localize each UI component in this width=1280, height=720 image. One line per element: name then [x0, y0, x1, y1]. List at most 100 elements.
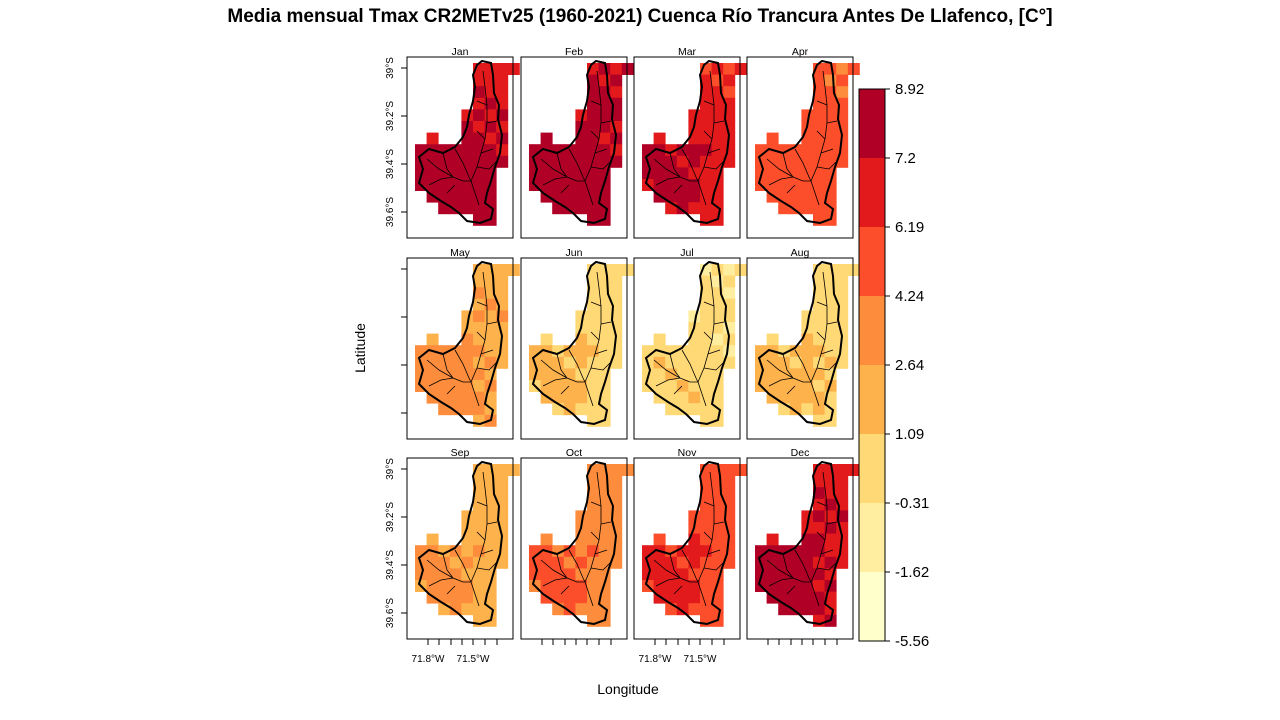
grid-cell — [540, 356, 553, 369]
grid-cell — [676, 580, 689, 592]
river-line — [697, 381, 707, 407]
river-line — [707, 549, 721, 555]
grid-cell — [461, 190, 474, 203]
grid-cell — [813, 368, 825, 381]
basin-outline — [531, 260, 618, 426]
y-tick-label: 39°S — [385, 458, 396, 480]
legend-break-label: -0.31 — [895, 495, 929, 512]
river-line — [584, 180, 594, 206]
grid-cell — [473, 475, 485, 488]
grid-cell — [665, 591, 678, 604]
grid-cell — [484, 109, 497, 122]
grid-cell — [789, 179, 802, 191]
grid-cell — [836, 63, 849, 75]
grid-cell — [449, 202, 462, 215]
grid-cell — [778, 580, 791, 592]
grid-cell — [461, 356, 474, 369]
grid-cell — [700, 568, 712, 581]
grid-cell — [700, 591, 712, 604]
river-line — [590, 100, 602, 106]
grid-cell — [496, 487, 509, 500]
river-line — [590, 501, 602, 507]
grid-cell — [473, 275, 485, 288]
grid-cell — [688, 202, 701, 215]
grid-cell — [653, 155, 666, 168]
grid-cell — [836, 74, 849, 87]
grid-cell — [540, 368, 553, 381]
river-line — [703, 301, 715, 307]
grid-cell — [473, 202, 485, 215]
panel-title: Jun — [566, 247, 583, 259]
grid-cell — [813, 487, 825, 500]
panel-jun: Jun — [520, 247, 634, 440]
grid-cell — [587, 322, 599, 334]
grid-cell — [789, 190, 802, 203]
grid-cell — [813, 167, 825, 180]
panel-jul: Jul — [633, 247, 747, 440]
x-tick-label: 71.5°W — [457, 654, 490, 665]
grid-cell — [563, 380, 576, 392]
grid-cell — [813, 179, 825, 191]
grid-cell — [700, 368, 712, 381]
grid-cell — [587, 356, 599, 369]
x-tick-label: 71.8°W — [412, 654, 445, 665]
grid-cell — [563, 403, 576, 416]
grid-cell — [621, 464, 634, 476]
river-line — [590, 130, 600, 140]
grid-cell — [461, 380, 474, 392]
panel-title: Mar — [678, 46, 697, 58]
grid-cell — [496, 287, 509, 300]
grid-cell — [723, 86, 736, 99]
grid-cell — [801, 591, 814, 604]
grid-cell — [610, 264, 623, 276]
grid-cell — [610, 74, 623, 87]
grid-cell — [700, 380, 712, 392]
grid-cell — [610, 63, 623, 75]
river-line — [782, 353, 794, 379]
river-line — [480, 549, 494, 555]
legend-break-label: 2.64 — [895, 357, 924, 374]
grid-cell — [473, 97, 485, 110]
grid-cell — [676, 603, 689, 616]
grid-cell — [688, 391, 701, 404]
river-line — [470, 381, 480, 407]
river-line — [568, 148, 586, 182]
grid-cell — [598, 533, 611, 546]
grid-cell — [813, 190, 825, 203]
river-line — [669, 353, 681, 379]
river-line — [782, 152, 794, 178]
panel-title: Jul — [680, 247, 693, 259]
river-line — [446, 184, 456, 194]
panel-title: Dec — [791, 447, 810, 459]
grid-cell — [653, 368, 666, 381]
river-line — [810, 271, 828, 383]
river-line — [820, 549, 834, 555]
grid-cell — [836, 356, 849, 369]
grid-cell — [700, 545, 712, 558]
grid-cell — [426, 356, 439, 369]
river-line — [590, 301, 602, 307]
grid-cell — [836, 275, 849, 288]
grid-cell — [789, 380, 802, 392]
grid-cell — [723, 487, 736, 500]
river-line — [703, 501, 715, 507]
grid-cell — [801, 380, 814, 392]
grid-cell — [700, 356, 712, 369]
grid-cell — [473, 86, 485, 99]
grid-cell — [813, 475, 825, 488]
grid-cell — [610, 556, 623, 569]
grid-cell — [575, 580, 588, 592]
river-line — [703, 130, 713, 140]
river-line — [590, 561, 612, 571]
grid-cell — [813, 403, 825, 416]
river-line — [810, 381, 820, 407]
grid-cell — [473, 356, 485, 369]
river-line — [470, 581, 480, 607]
grid-cell — [700, 144, 712, 157]
grid-cell — [438, 356, 451, 369]
grid-cell — [473, 179, 485, 191]
y-tick-label: 39.6°S — [385, 197, 396, 227]
grid-cell — [449, 603, 462, 616]
grid-cell — [766, 356, 779, 369]
